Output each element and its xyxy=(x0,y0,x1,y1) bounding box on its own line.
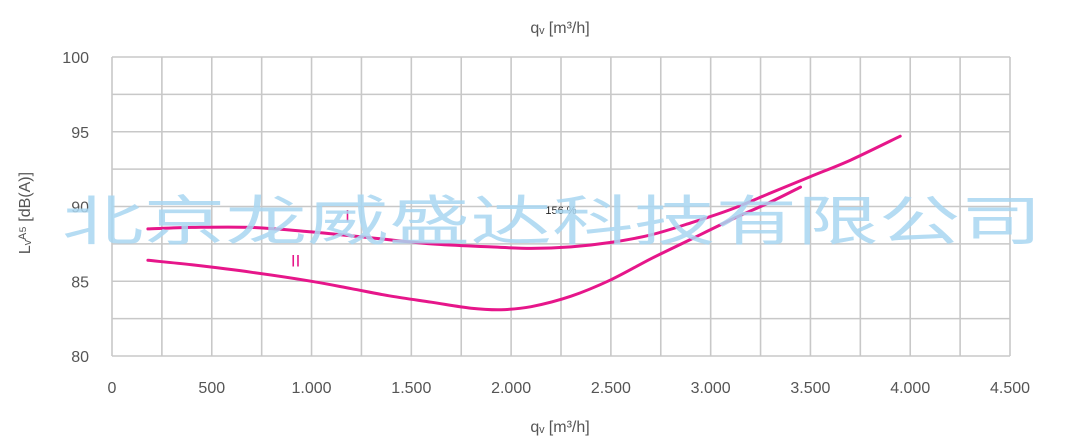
y-tick-label: 90 xyxy=(71,200,89,217)
y-axis-title: Lᵥᴬ⁵ [dB(A)] xyxy=(17,172,34,254)
x-tick-label: 0 xyxy=(108,380,117,397)
x-tick-label: 500 xyxy=(198,380,225,397)
series-line-2 xyxy=(146,185,802,312)
x-tick-label: 1.000 xyxy=(292,380,332,397)
x-axis-title: qᵥ [m³/h] xyxy=(530,419,589,436)
x-tick-label: 2.500 xyxy=(591,380,631,397)
x-tick-label: 3.500 xyxy=(790,380,830,397)
annotation-label: 156 % xyxy=(545,205,576,217)
x-tick-label: 3.000 xyxy=(691,380,731,397)
x-tick-label: 2.000 xyxy=(491,380,531,397)
series-label-1: I xyxy=(345,206,350,225)
watermark: 北京龙威盛达科技有限公司 xyxy=(62,190,1042,253)
x-tick-label: 4.500 xyxy=(990,380,1030,397)
series-line-1 xyxy=(146,134,902,250)
y-tick-label: 80 xyxy=(71,349,89,366)
tick-label-layer: 0 500 1.000 1.500 2.000 2.500 3.000 3.500 4.000 4… xyxy=(62,50,1030,397)
x-tick-label: 4.000 xyxy=(890,380,930,397)
series-label-2: II xyxy=(291,251,300,270)
series-label-layer: III xyxy=(291,206,350,270)
y-tick-label: 100 xyxy=(62,50,89,67)
x-tick-label: 1.500 xyxy=(391,380,431,397)
top-axis-title: qᵥ [m³/h] xyxy=(530,20,589,37)
series-layer xyxy=(146,134,902,312)
y-tick-label: 85 xyxy=(71,274,89,291)
y-tick-label: 95 xyxy=(71,125,89,142)
